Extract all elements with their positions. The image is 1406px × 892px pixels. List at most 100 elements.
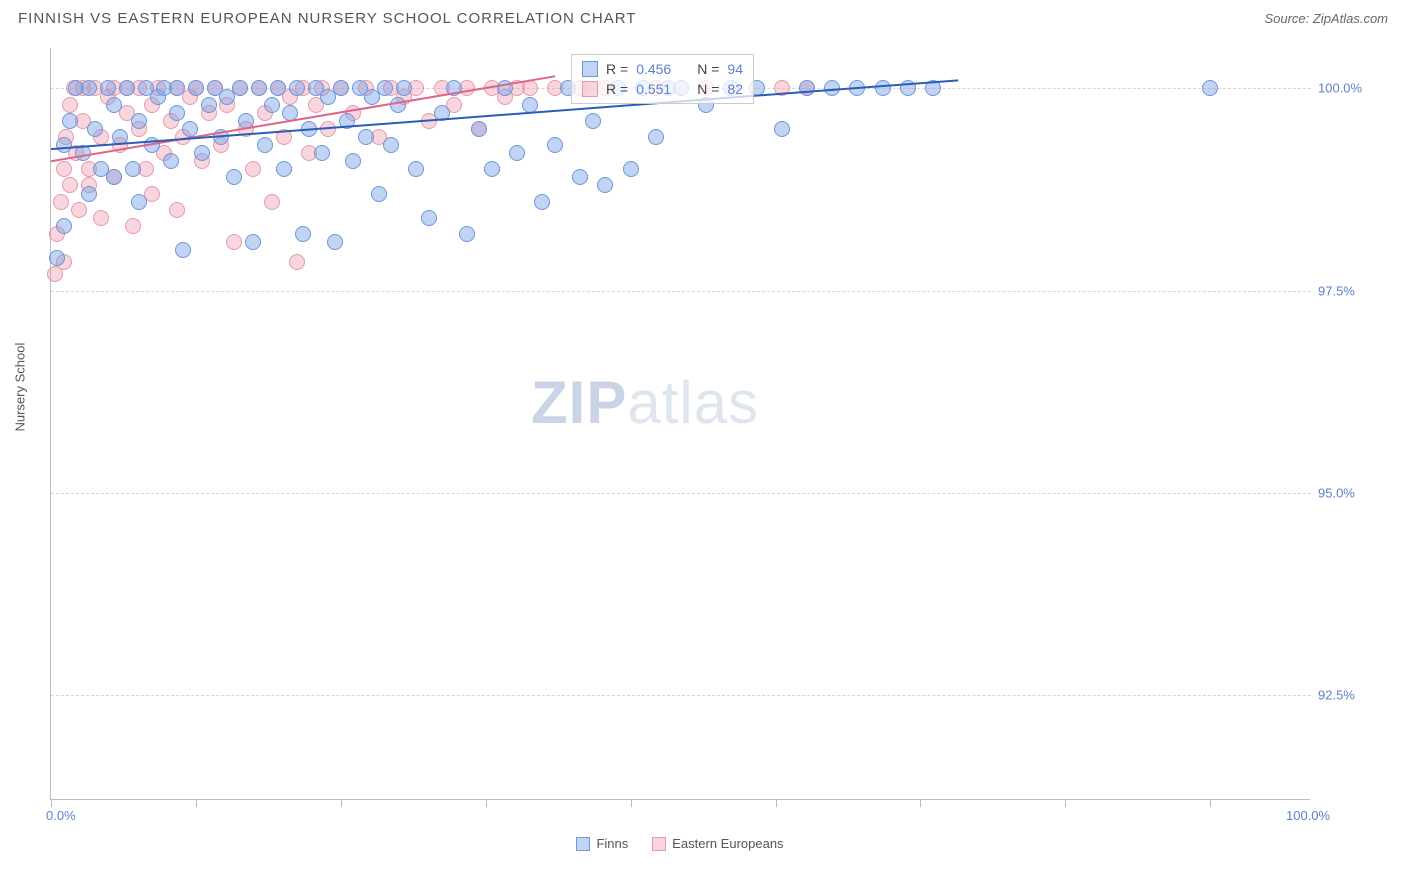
finns-point — [875, 80, 891, 96]
legend-item: Finns — [576, 836, 628, 851]
eastern-european-point — [522, 80, 538, 96]
finns-point — [169, 80, 185, 96]
legend-swatch — [576, 837, 590, 851]
finns-point — [333, 80, 349, 96]
finns-point — [289, 80, 305, 96]
eastern-european-point — [245, 161, 261, 177]
finns-point — [175, 242, 191, 258]
r-value: 0.551 — [636, 81, 671, 97]
finns-point — [572, 169, 588, 185]
x-max-label: 100.0% — [1286, 808, 1330, 823]
finns-point — [106, 169, 122, 185]
finns-point — [238, 113, 254, 129]
eastern-european-point — [62, 97, 78, 113]
finns-point — [282, 105, 298, 121]
gridline — [51, 291, 1311, 292]
finns-point — [201, 97, 217, 113]
legend-swatch — [582, 61, 598, 77]
finns-point — [251, 80, 267, 96]
n-value: 94 — [727, 61, 743, 77]
plot-area: ZIPatlas R =0.456N =94R =0.551N =82 — [50, 48, 1310, 800]
finns-point — [459, 226, 475, 242]
finns-point — [774, 121, 790, 137]
finns-point — [119, 80, 135, 96]
finns-point — [276, 161, 292, 177]
eastern-european-point — [276, 129, 292, 145]
finns-point — [327, 234, 343, 250]
n-label: N = — [697, 61, 719, 77]
y-axis-title: Nursery School — [13, 343, 28, 432]
finns-point — [497, 80, 513, 96]
eastern-european-point — [774, 80, 790, 96]
finns-point — [371, 186, 387, 202]
x-tick — [1210, 799, 1211, 807]
legend-item: Eastern Europeans — [652, 836, 783, 851]
eastern-european-point — [125, 218, 141, 234]
finns-point — [377, 80, 393, 96]
y-tick-label: 100.0% — [1318, 81, 1362, 96]
n-value: 82 — [727, 81, 743, 97]
finns-point — [188, 80, 204, 96]
x-tick — [486, 799, 487, 807]
finns-point — [446, 80, 462, 96]
trend-lines — [51, 48, 1311, 800]
gridline — [51, 695, 1311, 696]
legend-swatch — [582, 81, 598, 97]
eastern-european-point — [226, 234, 242, 250]
finns-point — [421, 210, 437, 226]
finns-point — [585, 113, 601, 129]
finns-point — [396, 80, 412, 96]
x-tick — [631, 799, 632, 807]
finns-point — [226, 169, 242, 185]
finns-point — [623, 161, 639, 177]
finns-point — [534, 194, 550, 210]
finns-point — [295, 226, 311, 242]
eastern-european-point — [56, 161, 72, 177]
finns-point — [484, 161, 500, 177]
finns-point — [100, 80, 116, 96]
eastern-european-point — [289, 254, 305, 270]
eastern-european-point — [264, 194, 280, 210]
y-tick-label: 97.5% — [1318, 283, 1355, 298]
finns-point — [49, 250, 65, 266]
finns-point — [56, 137, 72, 153]
finns-point — [408, 161, 424, 177]
finns-point — [314, 145, 330, 161]
x-min-label: 0.0% — [46, 808, 76, 823]
x-tick — [1065, 799, 1066, 807]
finns-point — [270, 80, 286, 96]
finns-point — [245, 234, 261, 250]
x-tick — [196, 799, 197, 807]
finns-point — [824, 80, 840, 96]
finns-point — [1202, 80, 1218, 96]
watermark-bold: ZIP — [531, 369, 627, 436]
x-tick — [51, 799, 52, 807]
watermark: ZIPatlas — [531, 368, 759, 437]
eastern-european-point — [169, 202, 185, 218]
finns-point — [358, 129, 374, 145]
finns-point — [106, 97, 122, 113]
finns-point — [144, 137, 160, 153]
finns-point — [62, 113, 78, 129]
finns-point — [301, 121, 317, 137]
r-value: 0.456 — [636, 61, 671, 77]
legend-label: Finns — [596, 836, 628, 851]
legend-swatch — [652, 837, 666, 851]
finns-point — [182, 121, 198, 137]
finns-point — [648, 129, 664, 145]
finns-point — [163, 153, 179, 169]
r-label: R = — [606, 61, 628, 77]
eastern-european-point — [71, 202, 87, 218]
x-tick — [341, 799, 342, 807]
finns-point — [509, 145, 525, 161]
eastern-european-point — [320, 121, 336, 137]
gridline — [51, 493, 1311, 494]
stats-legend: R =0.456N =94R =0.551N =82 — [571, 54, 754, 104]
finns-point — [799, 80, 815, 96]
finns-point — [257, 137, 273, 153]
finns-point — [522, 97, 538, 113]
watermark-light: atlas — [627, 369, 759, 436]
finns-point — [81, 186, 97, 202]
finns-point — [87, 121, 103, 137]
finns-point — [849, 80, 865, 96]
